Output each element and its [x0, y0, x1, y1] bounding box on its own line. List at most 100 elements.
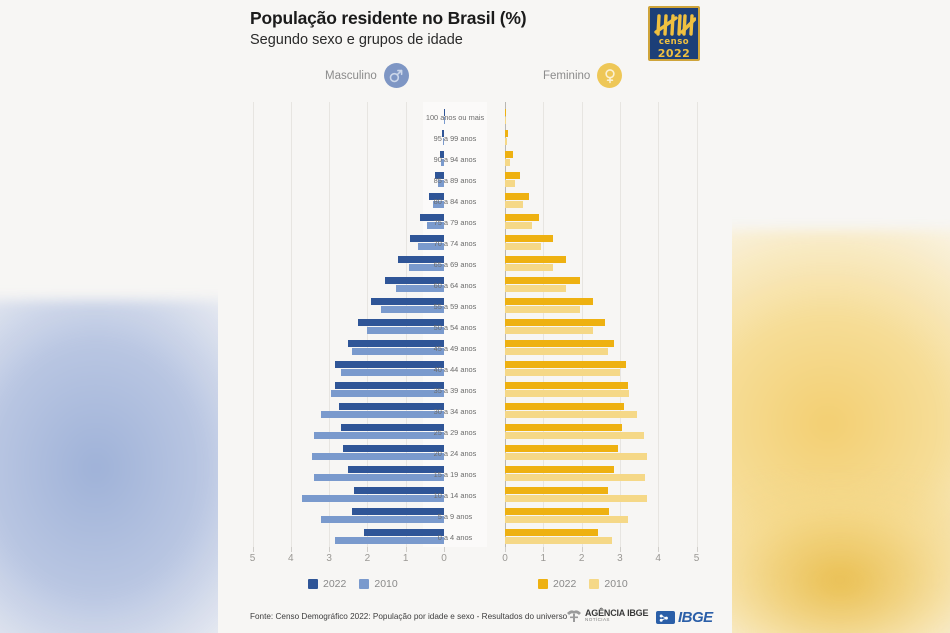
bar-female-2022	[505, 528, 598, 536]
bar-male-2022	[434, 171, 444, 179]
ibge-mark-icon	[656, 611, 675, 624]
bar-male-2022	[353, 486, 444, 494]
pyramid-row: 10 a 14 anos	[218, 485, 732, 506]
bar-female-2010	[505, 515, 628, 523]
series-legend-female: 2022 2010	[538, 578, 628, 590]
pyramid-row: 45 a 49 anos	[218, 338, 732, 359]
tick-right-5	[696, 547, 698, 552]
bar-female-2022	[505, 129, 509, 137]
bar-male-2010	[331, 389, 444, 397]
bar-female-2022	[505, 318, 605, 326]
age-group-label: 45 a 49 anos	[433, 343, 477, 353]
censo-logo-year: 2022	[657, 47, 691, 60]
age-group-label: 0 a 4 anos	[437, 532, 473, 542]
bar-female-2022	[505, 465, 615, 473]
bar-male-2022	[443, 108, 445, 116]
pyramid-row: 40 a 44 anos	[218, 359, 732, 380]
legend-entry-female-2022[interactable]: 2022	[538, 578, 576, 590]
tick-label-right-0: 0	[502, 553, 508, 564]
bar-male-2010	[313, 431, 444, 439]
pyramid-row: 90 a 94 anos	[218, 149, 732, 170]
age-group-label: 65 a 69 anos	[433, 259, 477, 269]
bar-male-2010	[367, 326, 444, 334]
bar-female-2010	[505, 368, 620, 376]
bar-female-2010	[505, 179, 515, 187]
bar-female-2010	[505, 536, 613, 544]
bar-male-2022	[439, 150, 444, 158]
bar-female-2022	[505, 234, 553, 242]
age-group-label: 40 a 44 anos	[433, 364, 477, 374]
infographic-card: População residente no Brasil (%) Segund…	[218, 0, 732, 633]
page-title: População residente no Brasil (%)	[250, 8, 527, 28]
bar-female-2010	[505, 137, 507, 145]
bar-male-2010	[311, 452, 444, 460]
bar-male-2022	[371, 297, 444, 305]
age-group-label: 85 a 89 anos	[433, 175, 477, 185]
tick-label-left-2: 2	[364, 553, 371, 564]
tick-label-right-2: 2	[578, 553, 585, 564]
bar-female-2022	[505, 486, 609, 494]
legend-label-male-2010: 2010	[374, 578, 398, 590]
censo-2022-logo: censo 2022	[648, 6, 700, 61]
bar-male-2022	[420, 213, 444, 221]
bar-female-2010	[505, 200, 523, 208]
bar-male-2022	[442, 129, 444, 137]
population-pyramid-plot: 100 anos ou mais 95 a 99 anos 90 a 94 anos…	[218, 102, 732, 547]
age-group-label: 5 a 9 anos	[437, 511, 473, 521]
pyramid-row: 65 a 69 anos	[218, 254, 732, 275]
tick-label-right-1: 1	[540, 553, 547, 564]
sex-legend-female-label: Feminino	[543, 69, 591, 82]
pyramid-row: 35 a 39 anos	[218, 380, 732, 401]
bar-male-2010	[417, 242, 444, 250]
tick-left-5	[252, 547, 254, 552]
legend-entry-male-2010[interactable]: 2010	[359, 578, 398, 590]
bar-female-2010	[505, 494, 647, 502]
bar-male-2022	[363, 528, 444, 536]
bar-female-2022	[505, 339, 615, 347]
bar-male-2010	[396, 284, 444, 292]
age-group-label: 25 a 29 anos	[433, 427, 477, 437]
bar-female-2022	[505, 192, 529, 200]
venus-symbol-icon	[597, 63, 623, 88]
gridline-right-5	[696, 102, 698, 547]
age-group-label: 20 a 24 anos	[433, 448, 477, 458]
age-group-label: 95 a 99 anos	[433, 133, 477, 143]
age-group-label: 90 a 94 anos	[433, 154, 477, 164]
bar-female-2022	[505, 507, 610, 515]
tick-left-0	[444, 547, 445, 552]
bar-male-2010	[442, 137, 444, 145]
tick-label-right-4: 4	[655, 553, 661, 564]
chart-subtitle: Segundo sexo e grupos de idade	[250, 31, 463, 48]
bar-female-2022	[505, 297, 594, 305]
legend-swatch-male-2010	[359, 579, 370, 589]
tick-label-right-5: 5	[693, 553, 700, 564]
tick-left-1	[405, 547, 407, 552]
legend-entry-male-2022[interactable]: 2022	[308, 578, 346, 590]
pyramid-row: 55 a 59 anos	[218, 296, 732, 317]
age-group-label: 30 a 34 anos	[433, 406, 477, 416]
pyramid-row: 0 a 4 anos	[218, 527, 732, 548]
tick-label-right-3: 3	[617, 553, 623, 564]
sex-legend-male: Masculino	[325, 63, 409, 88]
bar-female-2022	[505, 255, 567, 263]
blue-blob	[0, 300, 240, 633]
bar-male-2010	[321, 410, 444, 418]
bar-male-2010	[443, 116, 445, 124]
bar-female-2010	[505, 326, 594, 334]
bar-male-2022	[398, 255, 444, 263]
x-axis: 5 4 3 2 1 0 0 1 2 3 4 5	[218, 547, 732, 569]
legend-label-male-2022: 2022	[323, 578, 347, 590]
pyramid-row: 30 a 34 anos	[218, 401, 732, 422]
tick-left-2	[367, 547, 369, 552]
tick-left-4	[290, 547, 292, 552]
bar-female-2022	[505, 381, 628, 389]
bar-female-2010	[505, 431, 644, 439]
chart-header: População residente no Brasil (%) Segund…	[250, 8, 700, 49]
bar-female-2010	[505, 116, 506, 124]
pyramid-row: 75 a 79 anos	[218, 212, 732, 233]
bar-rows: 100 anos ou mais 95 a 99 anos 90 a 94 anos…	[218, 102, 732, 547]
pyramid-row: 5 a 9 anos	[218, 506, 732, 527]
agencia-mark-icon	[567, 610, 581, 622]
legend-entry-female-2010[interactable]: 2010	[589, 578, 628, 590]
legend-swatch-female-2010	[589, 579, 600, 589]
